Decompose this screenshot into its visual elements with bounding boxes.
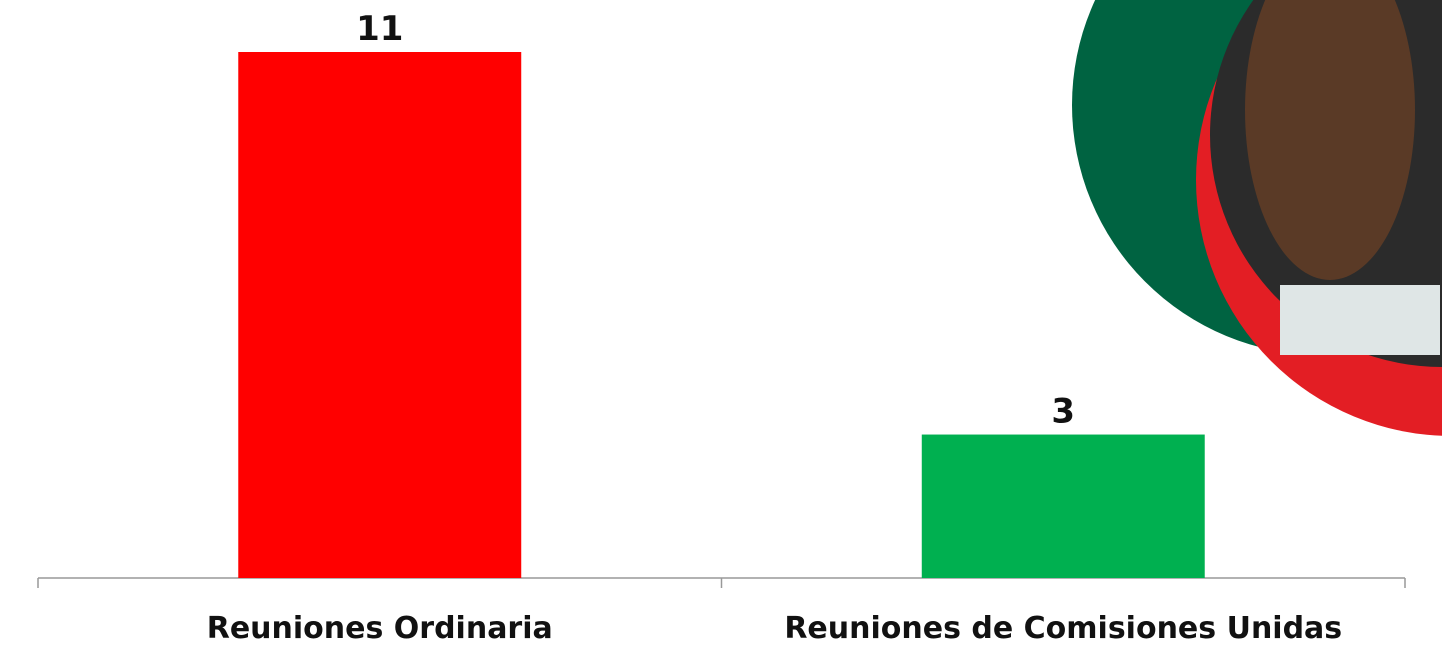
bar: [238, 52, 521, 578]
decoration: [1072, 0, 1442, 436]
bar: [922, 435, 1205, 578]
photo-card: [1280, 285, 1440, 355]
x-tick-label: Reuniones Ordinaria: [207, 611, 553, 645]
value-label: 11: [356, 9, 403, 49]
page: 11 Reuniones Ordinaria 3 Reuniones de Comis…: [0, 0, 1442, 645]
chart: 11 Reuniones Ordinaria 3 Reuniones de Comis…: [0, 0, 1442, 645]
value-label: 3: [1051, 392, 1075, 432]
x-tick-label: Reuniones de Comisiones Unidas: [784, 611, 1342, 645]
